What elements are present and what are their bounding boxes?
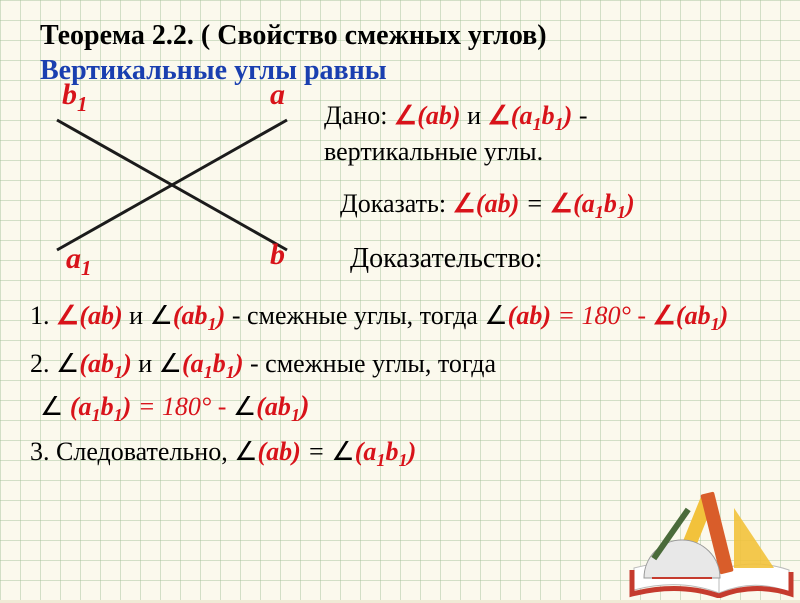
step2-res-ab1: (ab1) [256,392,309,421]
prove-a1b1: (a1b1) [573,189,635,218]
step1-ab1: (ab1) [173,301,225,330]
step-2: 2. ∠(ab1) и ∠(a1b1) - смежные углы, тогд… [30,348,780,384]
step3-text: 3. Следовательно, [30,437,234,466]
step2-num: 2. [30,349,50,378]
angle-icon: ∠ [550,189,573,218]
angle-icon: ∠ [233,392,256,421]
step2-and: и [138,349,152,378]
step1-num: 1. [30,301,50,330]
angle-icon: ∠ [40,392,63,421]
step3-a1b1: (a1b1) [355,437,417,466]
prove-ab: (ab) [476,189,519,218]
label-a: a [270,78,285,112]
angle-icon: ∠ [234,437,257,466]
step1-ab: (ab) [79,301,122,330]
step1-ab1-b: (ab1) [676,301,728,330]
prove-block: Доказать: ∠(ab) = ∠(a1b1) [340,188,635,224]
step2-a1b1: (a1b1) [182,349,244,378]
angle-icon: ∠ [453,189,476,218]
angle-icon: ∠ [653,301,676,330]
proof-label: Доказательство: [350,242,542,276]
given-a1b1: (a1b1) [511,101,573,130]
step1-eq: = 180° - [557,301,652,330]
angle-icon: ∠ [150,301,173,330]
set-square-icon [734,508,774,568]
school-supplies-image [624,478,794,598]
step-2-result: ∠ (a1b1) = 180° - ∠(ab1) [40,390,310,427]
given-label: Дано: [324,101,387,130]
step-3: 3. Следовательно, ∠(ab) = ∠(a1b1) [30,436,416,472]
angle-icon: ∠ [394,101,417,130]
step1-and: и [129,301,143,330]
angle-icon: ∠ [484,301,507,330]
angle-icon: ∠ [56,301,79,330]
step2-ab1: (ab1) [79,349,131,378]
angle-diagram: b1 a b a1 [32,90,312,260]
label-b1: b1 [62,78,88,117]
label-a1: a1 [66,242,92,281]
step3-eq: = [307,437,331,466]
given-tail: вертикальные углы. [324,137,543,166]
prove-label: Доказать: [340,189,446,218]
step1-mid: - смежные углы, тогда [232,301,478,330]
given-block: Дано: ∠(ab) и ∠(a1b1) - вертикальные угл… [324,100,780,167]
angle-icon: ∠ [56,349,79,378]
title-line-1: Теорема 2.2. ( Свойство смежных углов) [40,18,774,53]
step2-eq: = 180° - [138,392,233,421]
step-1: 1. ∠(ab) и ∠(ab1) - смежные углы, тогда … [30,300,790,336]
given-ab: (ab) [417,101,460,130]
angle-icon: ∠ [159,349,182,378]
given-dash: - [579,101,588,130]
given-and: и [467,101,487,130]
step2-tail: - смежные углы, тогда [250,349,496,378]
angle-icon: ∠ [487,101,510,130]
prove-eq: = [526,189,550,218]
slide-content: Теорема 2.2. ( Свойство смежных углов) В… [0,0,800,600]
step3-ab: (ab) [258,437,301,466]
title-line-2: Вертикальные углы равны [40,53,774,88]
step1-ab-2: (ab) [508,301,551,330]
angle-icon: ∠ [331,437,354,466]
step2-res-a1b1: (a1b1) [70,392,132,421]
label-b: b [270,238,285,272]
